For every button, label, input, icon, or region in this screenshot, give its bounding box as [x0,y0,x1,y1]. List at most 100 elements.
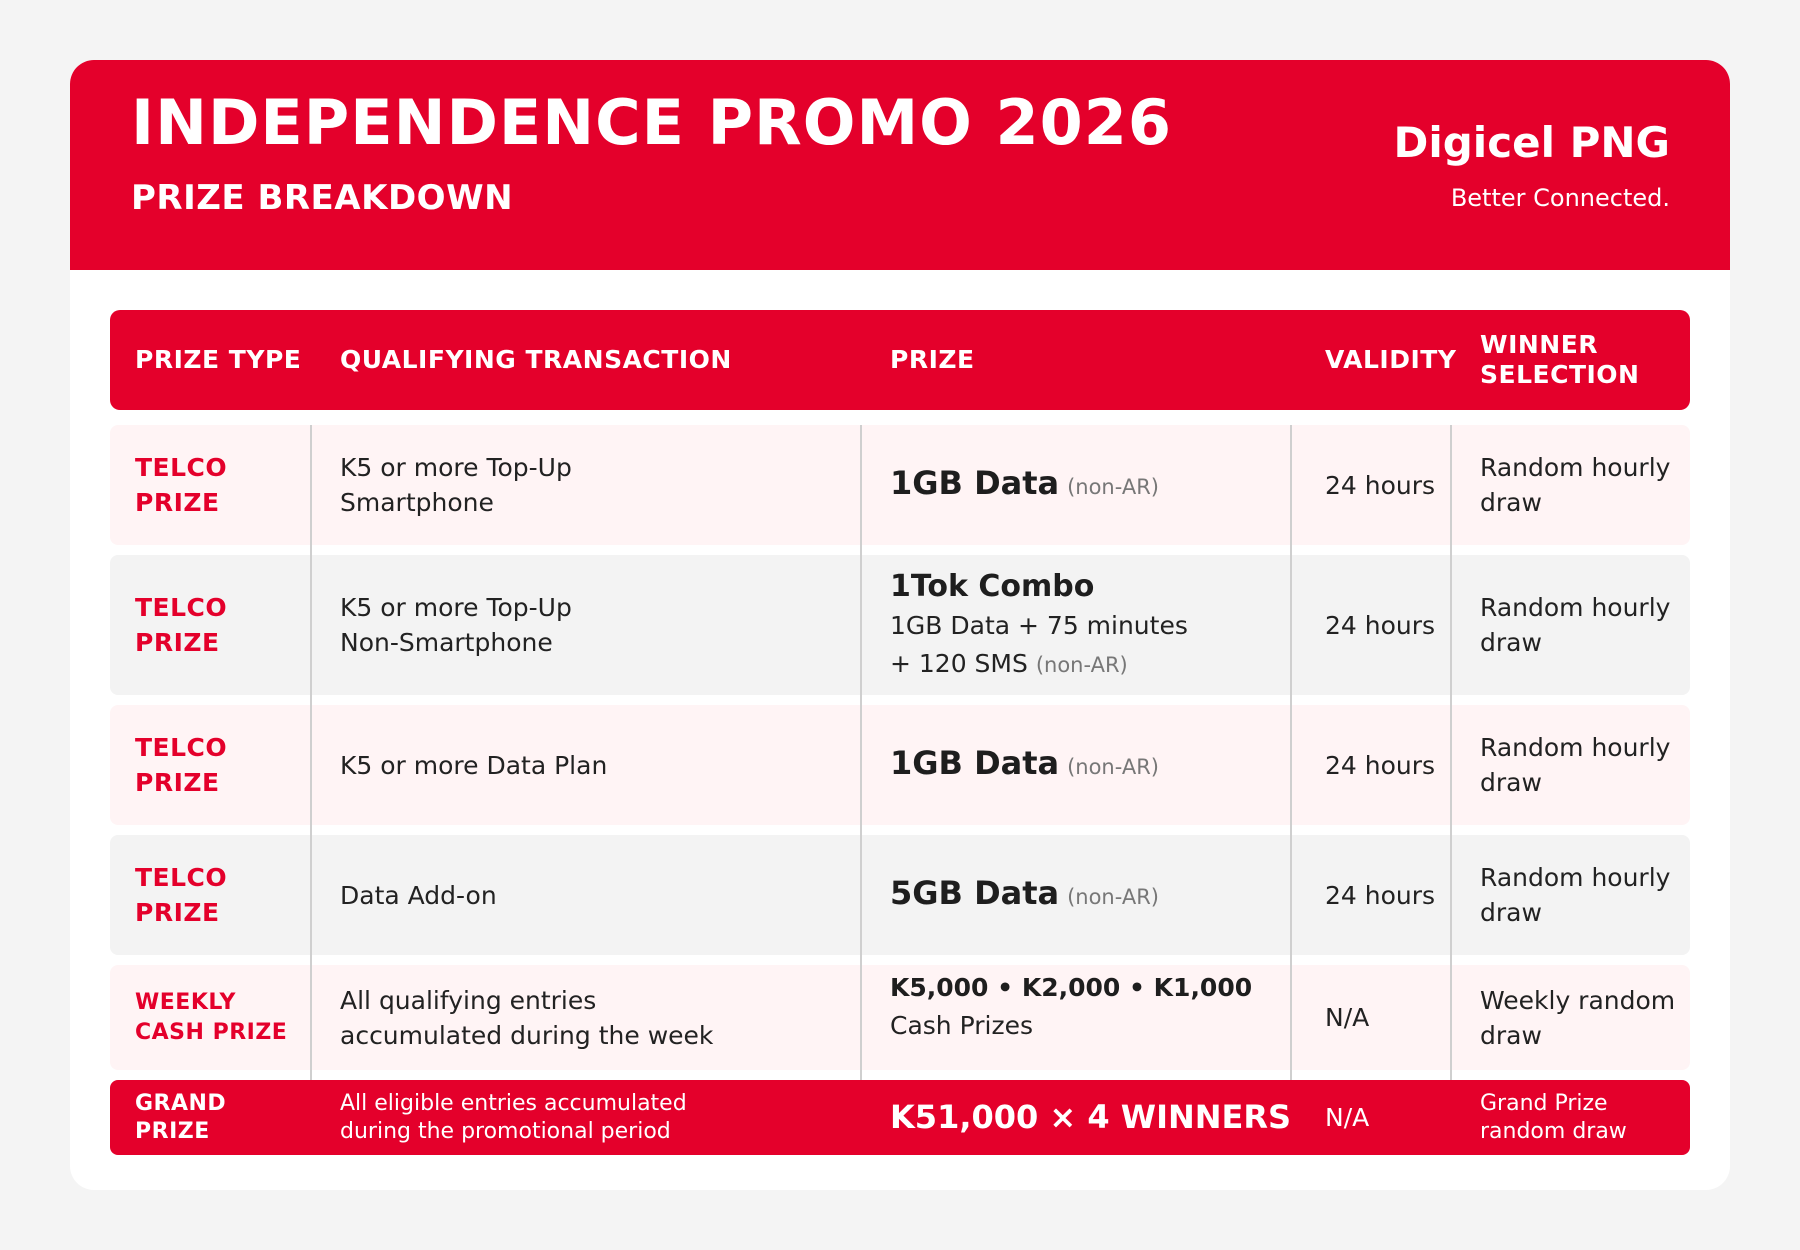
selection-line: Grand Prize [1480,1090,1608,1116]
prize-value: 5GB Data [890,873,1060,912]
qualifying-cell: All eligible entries accumulated during … [340,1080,840,1155]
selection-line: random draw [1480,1118,1627,1144]
column-divider [1450,425,1452,1130]
qualifying-line: Data Add-on [340,880,497,910]
column-header-qualifying-transaction: QUALIFYING TRANSACTION [340,345,732,374]
prize-cell: 1GB Data (non-AR) [890,705,1320,825]
selection-line: draw [1480,768,1542,797]
prize-type-line: TELCO [135,863,228,892]
prize-cell: K5,000 • K2,000 • K1,000 Cash Prizes [890,965,1320,1070]
qualifying-cell: Data Add-on [340,835,840,955]
validity-cell: 24 hours [1325,880,1436,910]
qualifying-cell: K5 or more Data Plan [340,705,840,825]
prize-type-cell: TELCO PRIZE [135,555,305,695]
prize-title: 1Tok Combo [890,568,1095,604]
selection-line: Random hourly [1480,453,1671,482]
selection-line: Weekly random [1480,985,1676,1015]
qualifying-line: Non-Smartphone [340,628,553,657]
column-header-winner-line1: WINNER [1480,330,1599,359]
prize-type-line: PRIZE [135,488,220,517]
validity-cell: 24 hours [1325,750,1436,780]
selection-cell: Random hourly draw [1480,425,1685,545]
grand-prize-row: GRAND PRIZE All eligible entries accumul… [110,1080,1690,1155]
validity-cell: N/A [1325,1003,1370,1032]
qualifying-cell: K5 or more Top-Up Smartphone [340,425,840,545]
table-row: TELCO PRIZE K5 or more Top-Up Non-Smartp… [110,555,1690,695]
prize-type-line: TELCO [135,733,228,762]
column-divider [1290,425,1292,1130]
column-header-prize-type: PRIZE TYPE [135,345,302,374]
page-subtitle: PRIZE BREAKDOWN [131,178,514,218]
column-header-validity: VALIDITY [1325,345,1457,374]
prize-note: (non-AR) [1067,474,1159,499]
promo-card: INDEPENDENCE PROMO 2026 PRIZE BREAKDOWN … [70,60,1730,1190]
selection-line: Random hourly [1480,733,1671,762]
prize-detail: + 120 SMS [890,648,1028,678]
prize-type-cell: WEEKLY CASH PRIZE [135,965,305,1070]
prize-type-line: PRIZE [135,898,220,927]
prize-amounts: K5,000 • K2,000 • K1,000 [890,973,1253,1002]
selection-line: draw [1480,488,1542,517]
qualifying-line: accumulated during the week [340,1020,714,1050]
prize-type-line: PRIZE [135,1118,210,1144]
validity-cell: 24 hours [1325,470,1436,500]
selection-line: draw [1480,1020,1542,1050]
prize-note: (non-AR) [1067,884,1159,909]
column-header-winner-selection: WINNER SELECTION [1480,310,1639,410]
prize-value: 1GB Data [890,743,1060,782]
selection-cell: Grand Prize random draw [1480,1080,1685,1155]
prize-type-cell: TELCO PRIZE [135,835,305,955]
table-row: WEEKLY CASH PRIZE All qualifying entries… [110,965,1690,1070]
selection-line: Random hourly [1480,863,1671,892]
selection-cell: Random hourly draw [1480,705,1685,825]
table-row: TELCO PRIZE Data Add-on 5GB Data (non-AR… [110,835,1690,955]
prize-type-line: TELCO [135,453,228,482]
prize-type-line: CASH PRIZE [135,1019,288,1045]
qualifying-line: K5 or more Top-Up [340,453,572,482]
prize-note: (non-AR) [1067,754,1159,779]
validity-cell: 24 hours [1325,610,1436,640]
column-header-winner-line2: SELECTION [1480,360,1640,389]
qualifying-line: All eligible entries accumulated [340,1090,687,1116]
prize-type-cell: TELCO PRIZE [135,425,305,545]
prize-type-cell: TELCO PRIZE [135,705,305,825]
qualifying-line: All qualifying entries [340,985,597,1015]
prize-type-line: TELCO [135,593,228,622]
selection-cell: Random hourly draw [1480,555,1685,695]
prize-cell: 1GB Data (non-AR) [890,425,1320,545]
table-row: TELCO PRIZE K5 or more Data Plan 1GB Dat… [110,705,1690,825]
table-row: TELCO PRIZE K5 or more Top-Up Smartphone… [110,425,1690,545]
prize-detail: 1GB Data + 75 minutes [890,610,1188,640]
qualifying-line: K5 or more Data Plan [340,750,608,780]
table-header: PRIZE TYPE QUALIFYING TRANSACTION PRIZE … [110,310,1690,410]
prize-detail: Cash Prizes [890,1011,1033,1040]
qualifying-line: Smartphone [340,488,494,517]
selection-line: draw [1480,898,1542,927]
validity-cell: N/A [1325,1103,1370,1132]
qualifying-line: during the promotional period [340,1118,671,1144]
prize-type-line: WEEKLY [135,989,236,1015]
selection-cell: Random hourly draw [1480,835,1685,955]
brand-name: Digicel PNG [1393,118,1670,167]
prize-type-line: PRIZE [135,628,220,657]
selection-line: Random hourly [1480,593,1671,622]
page-title: INDEPENDENCE PROMO 2026 [131,86,1173,159]
prize-cell: 5GB Data (non-AR) [890,835,1320,955]
brand-tagline: Better Connected. [1450,184,1670,212]
qualifying-cell: All qualifying entries accumulated durin… [340,965,840,1070]
prize-type-cell: GRAND PRIZE [135,1080,305,1155]
header-banner: INDEPENDENCE PROMO 2026 PRIZE BREAKDOWN … [70,60,1730,270]
prize-type-line: GRAND [135,1090,227,1116]
qualifying-cell: K5 or more Top-Up Non-Smartphone [340,555,840,695]
column-header-prize: PRIZE [890,345,975,374]
selection-cell: Weekly random draw [1480,965,1685,1070]
prize-note: (non-AR) [1035,652,1128,677]
column-divider [860,425,862,1130]
grand-prize-value: K51,000 × 4 WINNERS [890,1098,1292,1136]
column-divider [310,425,312,1130]
prize-cell: K51,000 × 4 WINNERS [890,1080,1320,1155]
selection-line: draw [1480,628,1542,657]
prize-type-line: PRIZE [135,768,220,797]
qualifying-line: K5 or more Top-Up [340,593,572,622]
prize-value: 1GB Data [890,463,1060,502]
